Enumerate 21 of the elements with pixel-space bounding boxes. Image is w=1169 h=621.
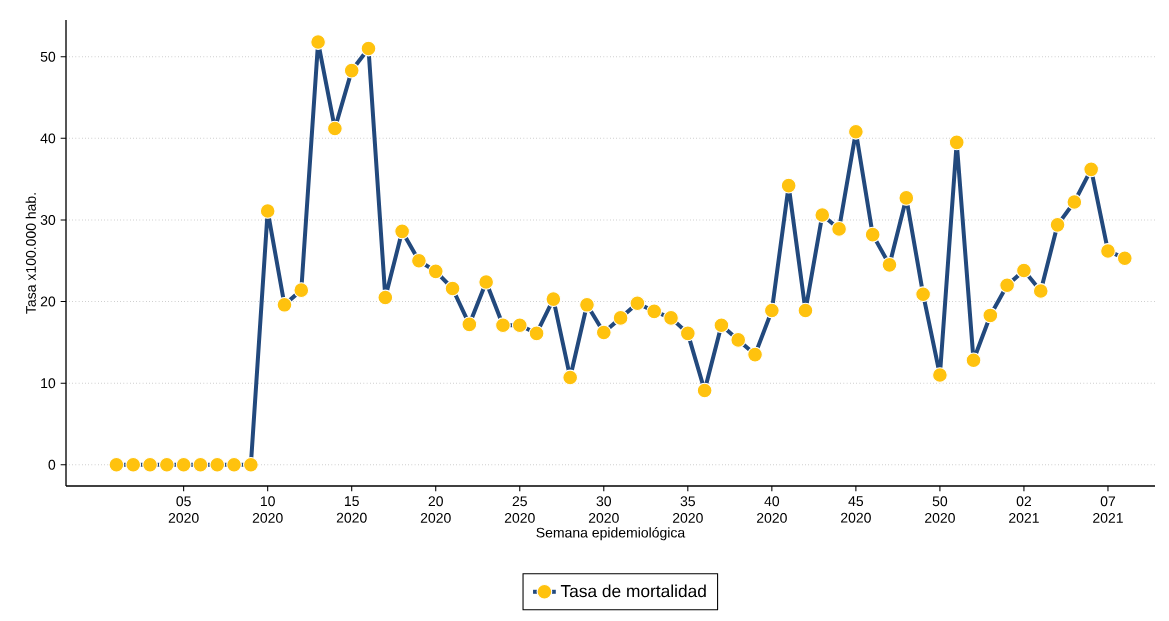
x-tick-label: 15 2020 [336,496,367,523]
y-tick-label: 50 [40,51,56,62]
x-axis-title: Semana epidemiológica [536,527,686,541]
x-tick-label: 10 2020 [252,496,283,523]
y-tick-label: 0 [48,459,56,470]
y-axis-title: Tasa x100.000 hab. [25,193,36,314]
x-tick-label: 02 2021 [1009,496,1039,523]
x-tick-label: 20 2020 [420,496,451,523]
x-tick-label: 25 2020 [504,496,535,523]
y-tick-label: 20 [40,296,56,307]
x-tick-label: 40 2020 [756,496,787,523]
x-tick-label: 07 2021 [1093,496,1123,523]
x-tick-label: 05 2020 [168,496,199,523]
x-tick-label: 30 2020 [588,496,619,523]
y-tick-label: 40 [40,133,56,144]
x-tick-label: 45 2020 [841,496,871,523]
y-tick-label: 10 [41,378,56,389]
legend-label: Tasa de mortalidad [560,584,706,598]
x-tick-label: 50 2020 [925,496,955,523]
x-tick-label: 35 2020 [672,496,703,523]
y-tick-label: 30 [40,214,56,225]
